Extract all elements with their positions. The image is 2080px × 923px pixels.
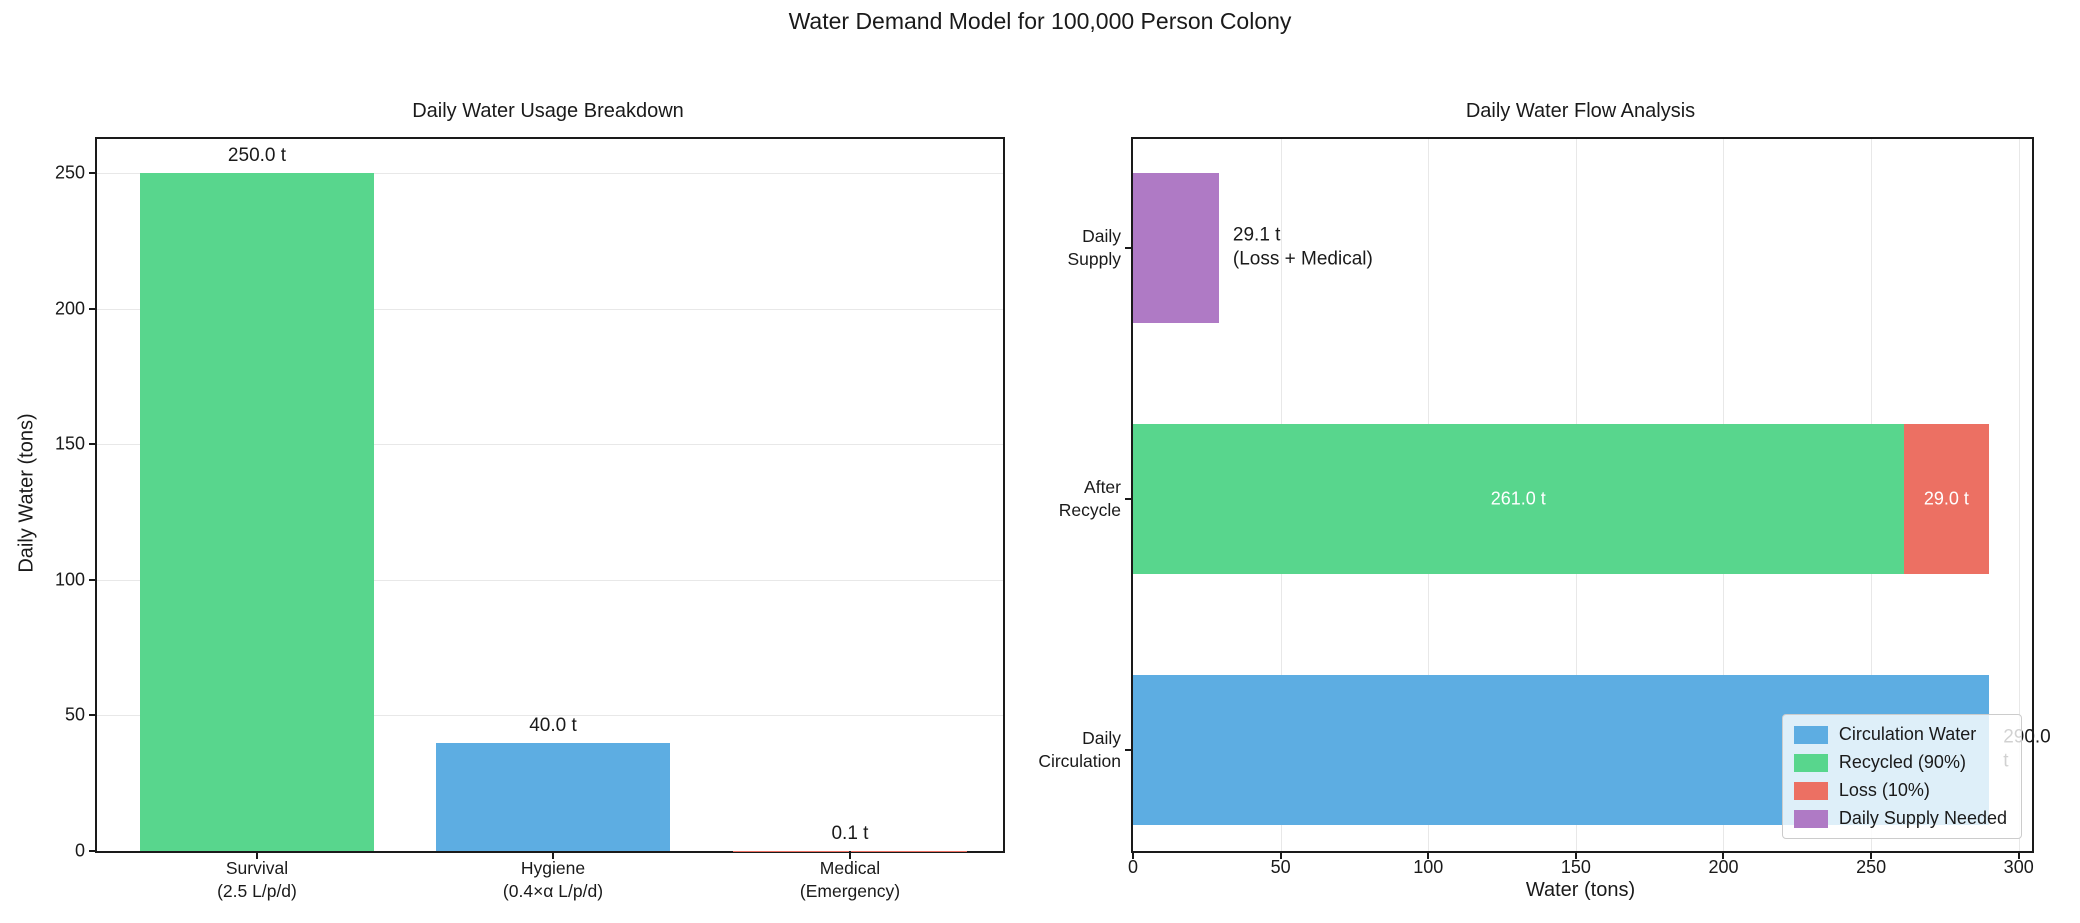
segment-value-label: 261.0 t xyxy=(1490,488,1546,509)
bar xyxy=(139,172,374,851)
legend: Circulation Water Recycled (90%) Loss (10%… xyxy=(1781,714,2022,839)
y-tick-mark xyxy=(89,307,95,310)
legend-item: Circulation Water xyxy=(1793,724,2007,745)
x-tick-label: 300 xyxy=(2003,857,2034,877)
x-tick-mark xyxy=(2017,851,2020,859)
left-chart-title: Daily Water Usage Breakdown xyxy=(412,100,684,122)
legend-swatch xyxy=(1793,753,1828,772)
x-tick-mark xyxy=(1870,851,1873,859)
y-category-label: After Recycle xyxy=(1058,476,1121,520)
y-tick-label: 150 xyxy=(54,433,85,454)
right-chart-title: Daily Water Flow Analysis xyxy=(1465,100,1696,122)
y-category-label: Daily Circulation xyxy=(1038,727,1121,771)
gridline xyxy=(97,308,1003,310)
x-tick-label: 50 xyxy=(1270,857,1291,877)
segment-value-label: 29.0 t xyxy=(1923,488,1969,509)
bar-value-label: 250.0 t xyxy=(227,144,287,166)
gridline xyxy=(97,444,1003,446)
x-tick-mark xyxy=(1574,851,1577,859)
y-category-label: Daily Supply xyxy=(1067,225,1121,269)
legend-label: Daily Supply Needed xyxy=(1838,808,2007,828)
x-tick-label: 150 xyxy=(1560,857,1591,877)
x-tick-mark xyxy=(1722,851,1725,859)
legend-item: Recycled (90%) xyxy=(1793,752,2007,773)
left-chart-plot-area: 0 50 100 150 200 250 250.0 t Survival (2.5 L/p/… xyxy=(55,137,1005,901)
bar xyxy=(435,742,670,851)
y-tick-mark xyxy=(1125,748,1131,751)
legend-swatch xyxy=(1793,809,1828,828)
y-tick-mark xyxy=(89,714,95,717)
bar-value-label: 29.1 t (Loss + Medical) xyxy=(1232,224,1373,270)
x-tick-label: 0 xyxy=(1127,857,1139,877)
x-tick-mark xyxy=(1279,851,1282,859)
x-category-label: Survival (2.5 L/p/d) xyxy=(217,858,297,902)
gridline xyxy=(97,579,1003,581)
x-tick-mark xyxy=(551,851,554,859)
x-tick-label: 250 xyxy=(1856,857,1887,877)
bar-segment xyxy=(1133,173,1219,323)
x-tick-mark xyxy=(848,851,851,859)
y-tick-mark xyxy=(89,850,95,852)
y-tick-label: 0 xyxy=(74,840,85,861)
y-tick-label: 200 xyxy=(54,298,85,319)
y-tick-mark xyxy=(89,578,95,581)
y-tick-mark xyxy=(89,443,95,446)
bar-value-label: 0.1 t xyxy=(831,822,869,844)
right-chart-x-axis-label: Water (tons) xyxy=(1525,879,1636,901)
x-category-label: Hygiene (0.4×α L/p/d) xyxy=(502,858,604,902)
bar-value-label: 40.0 t xyxy=(529,714,577,736)
gridline xyxy=(97,172,1003,174)
legend-label: Circulation Water xyxy=(1838,724,1977,744)
x-tick-mark xyxy=(1427,851,1430,859)
x-tick-label: 100 xyxy=(1413,857,1444,877)
right-chart-plot-area: 0 50 100 150 200 250 300 Daily Supply 29.1 t (Lo… xyxy=(1038,137,2051,877)
legend-swatch xyxy=(1793,725,1828,744)
gridline xyxy=(2018,139,2020,851)
x-tick-mark xyxy=(255,851,258,859)
y-tick-mark xyxy=(1125,247,1131,249)
x-tick-label: 200 xyxy=(1708,857,1739,877)
legend-item: Daily Supply Needed xyxy=(1793,808,2007,829)
x-category-label: Medical (Emergency) xyxy=(799,858,901,902)
bar-segment xyxy=(1133,424,1904,574)
left-chart-y-axis-label: Daily Water (tons) xyxy=(15,413,38,573)
bar-segment xyxy=(1903,424,1990,574)
y-tick-mark xyxy=(89,171,95,174)
legend-label: Loss (10%) xyxy=(1838,780,1930,800)
legend-swatch xyxy=(1793,781,1828,800)
y-tick-label: 100 xyxy=(54,569,85,590)
x-tick-mark xyxy=(1132,851,1134,859)
y-tick-label: 50 xyxy=(64,704,85,725)
figure-title: Water Demand Model for 100,000 Person Co… xyxy=(788,8,1292,34)
gridline xyxy=(97,715,1003,717)
y-tick-mark xyxy=(1125,498,1131,500)
y-tick-label: 250 xyxy=(54,162,85,183)
legend-item: Loss (10%) xyxy=(1793,780,2007,801)
legend-label: Recycled (90%) xyxy=(1838,752,1966,772)
